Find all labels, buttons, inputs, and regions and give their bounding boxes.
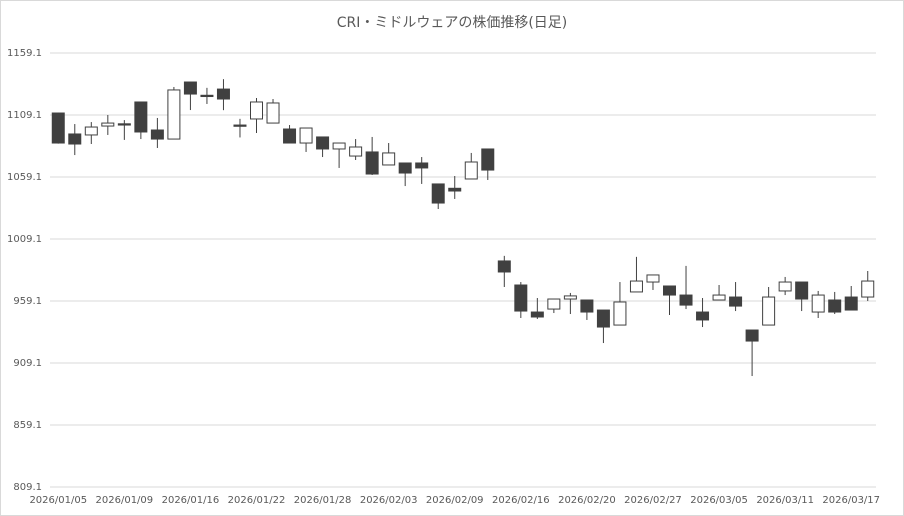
candle-body	[150, 129, 164, 140]
candle-body	[497, 260, 511, 273]
x-tick-label: 2026/02/27	[624, 495, 682, 506]
candle-body	[613, 301, 627, 326]
candle-body	[84, 126, 98, 136]
candle-body	[762, 296, 776, 326]
candle-body	[200, 94, 214, 98]
candle-body	[811, 294, 825, 313]
x-tick-label: 2026/02/09	[426, 495, 484, 506]
candle-body	[696, 311, 710, 321]
candle-body	[679, 294, 693, 306]
candle-body	[349, 146, 363, 157]
candle-body	[844, 296, 858, 311]
candle-body	[415, 162, 429, 169]
y-tick-label: 959.1	[13, 296, 42, 307]
x-tick-label: 2026/01/16	[162, 495, 220, 506]
candle-body	[68, 133, 82, 145]
y-tick-label: 1059.1	[7, 172, 42, 183]
chart-title: CRI・ミドルウェアの株価推移(日足)	[337, 15, 568, 31]
x-tick-label: 2026/02/20	[558, 495, 616, 506]
candle-body	[481, 148, 495, 171]
candle-body	[663, 285, 676, 296]
candle-body	[183, 81, 197, 95]
x-tick-label: 2026/01/09	[96, 495, 154, 506]
y-tick-label: 1159.1	[7, 48, 42, 59]
candle-body	[365, 151, 379, 175]
candle-body	[563, 295, 577, 300]
candle-body	[398, 162, 412, 174]
y-tick-label: 859.1	[13, 420, 42, 431]
candle-body	[266, 102, 280, 124]
x-tick-label: 2026/03/05	[690, 495, 748, 506]
x-tick-label: 2026/03/11	[756, 495, 814, 506]
candle-body	[448, 187, 462, 192]
candle-body	[861, 280, 875, 298]
x-tick-label: 2026/01/05	[29, 495, 87, 506]
candle-body	[101, 122, 115, 127]
candle-body	[299, 127, 313, 144]
candle-body	[167, 89, 181, 140]
y-tick-label: 909.1	[13, 358, 42, 369]
candle-body	[514, 284, 528, 312]
x-tick-label: 2026/02/03	[360, 495, 418, 506]
x-tick-label: 2026/01/28	[294, 495, 352, 506]
candle-body	[233, 124, 247, 127]
candle-body	[530, 311, 544, 318]
candle-body	[828, 299, 842, 313]
y-tick-label: 1109.1	[7, 110, 42, 121]
candle-body	[646, 274, 660, 283]
x-tick-label: 2026/03/17	[822, 495, 880, 506]
candle-body	[778, 281, 792, 292]
candle-body	[629, 280, 643, 293]
candle-body	[250, 101, 263, 120]
candle-body	[729, 296, 743, 307]
candle-body	[332, 142, 346, 150]
candle-body	[283, 128, 297, 144]
candle-body	[51, 112, 65, 144]
candle-body	[431, 183, 445, 204]
candle-body	[596, 309, 610, 328]
candle-body	[117, 123, 131, 126]
candle-body	[795, 281, 809, 300]
candle-body	[316, 136, 330, 150]
candle-body	[547, 298, 561, 310]
candle-body	[382, 152, 396, 166]
candle-body	[712, 294, 726, 301]
candle-body	[745, 329, 759, 342]
y-tick-label: 809.1	[13, 482, 42, 493]
candle-body	[134, 101, 148, 133]
candle-body	[580, 299, 594, 313]
candle-body	[464, 161, 478, 180]
candle-body	[216, 88, 230, 100]
x-tick-label: 2026/02/16	[492, 495, 550, 506]
y-tick-label: 1009.1	[7, 234, 42, 245]
x-tick-label: 2026/01/22	[228, 495, 286, 506]
